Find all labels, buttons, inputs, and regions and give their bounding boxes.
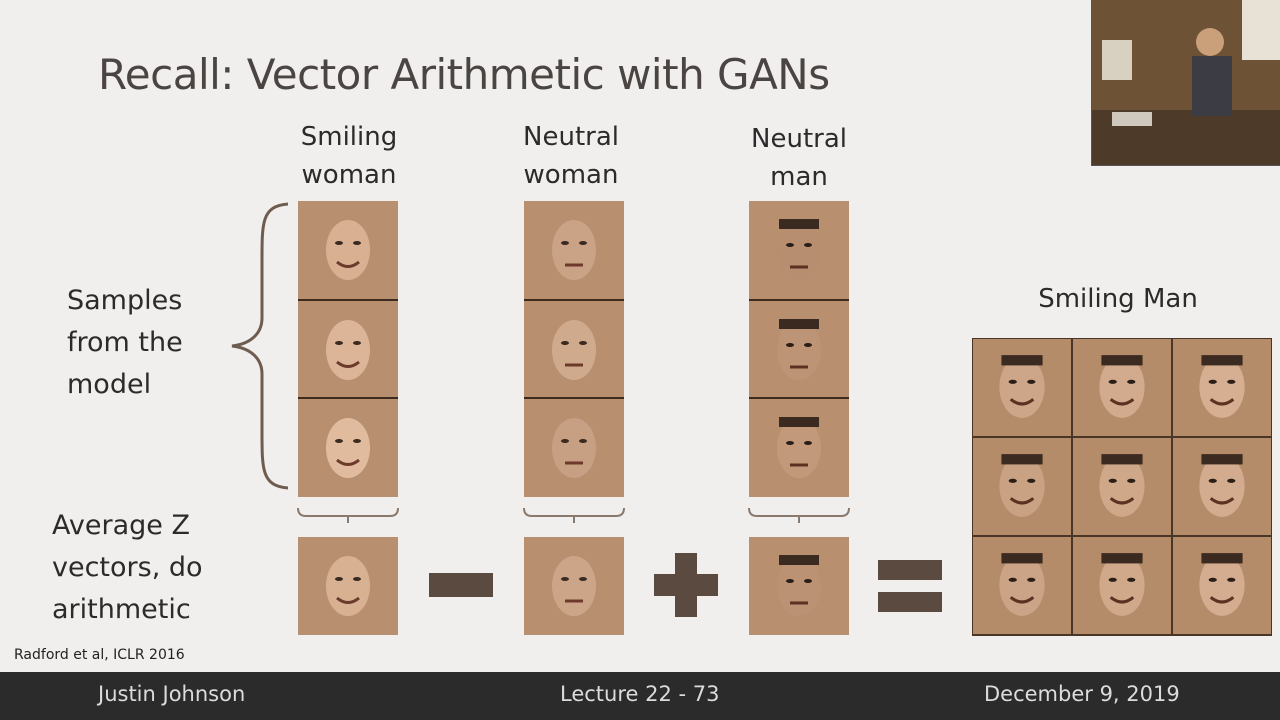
average-label-line: Average Z [52, 510, 190, 541]
column-label-line: man [770, 162, 828, 192]
column-label-line: woman [301, 160, 397, 190]
citation: Radford et al, ICLR 2016 [14, 647, 185, 663]
face-icon [326, 220, 370, 280]
neutral-man-samples [749, 201, 849, 497]
face-icon [552, 556, 596, 616]
average-label-line: arithmetic [52, 594, 191, 625]
smiling-woman-samples [298, 201, 398, 497]
face-icon [999, 355, 1045, 418]
small-bracket-icon [748, 507, 850, 523]
footer-lecture: Lecture 22 - 73 [560, 682, 720, 706]
face-icon [326, 320, 370, 380]
face-icon [999, 553, 1045, 616]
result-face-image [1073, 537, 1171, 634]
face-icon [326, 556, 370, 616]
curly-brace-icon [231, 202, 289, 490]
column-label-neutral-man: Neutral man [699, 120, 899, 196]
smiling-man-result-grid [972, 338, 1272, 636]
column-label-line: woman [523, 160, 619, 190]
footer-date: December 9, 2019 [984, 682, 1180, 706]
result-face-image [973, 438, 1071, 535]
face-sample-image [298, 397, 398, 497]
result-face-image [1173, 438, 1271, 535]
face-icon [1099, 553, 1145, 616]
result-face-image [973, 537, 1071, 634]
face-sample-image [749, 201, 849, 299]
face-sample-image [749, 299, 849, 399]
face-icon [777, 319, 821, 380]
average-label: Average Z vectors, do arithmetic [52, 505, 203, 631]
face-icon [1199, 553, 1245, 616]
average-neutral-woman-image [524, 537, 624, 635]
equals-icon [878, 560, 942, 612]
face-icon [777, 219, 821, 280]
face-icon [777, 555, 821, 616]
column-label-line: Neutral [523, 122, 619, 152]
average-label-line: vectors, do [52, 552, 203, 583]
face-sample-image [524, 397, 624, 497]
face-sample-image [749, 397, 849, 497]
samples-label-line: from the [67, 327, 183, 358]
result-label: Smiling Man [1038, 284, 1198, 314]
presenter-video-image [1092, 0, 1280, 165]
result-face-image [973, 339, 1071, 436]
face-icon [552, 320, 596, 380]
column-label-neutral-woman: Neutral woman [471, 118, 671, 194]
column-label-line: Neutral [751, 124, 847, 154]
face-icon [1199, 454, 1245, 517]
result-face-image [1173, 537, 1271, 634]
face-icon [999, 454, 1045, 517]
face-sample-image [524, 299, 624, 399]
average-smiling-woman-image [298, 537, 398, 635]
face-icon [1199, 355, 1245, 418]
slide-title: Recall: Vector Arithmetic with GANs [98, 50, 830, 99]
face-icon [1099, 454, 1145, 517]
slide: Recall: Vector Arithmetic with GANs Smil… [14, 0, 1280, 663]
footer-presenter: Justin Johnson [98, 682, 246, 706]
face-icon [1099, 355, 1145, 418]
result-face-image [1073, 438, 1171, 535]
footer-bar: Justin Johnson Lecture 22 - 73 December … [0, 672, 1280, 720]
face-icon [777, 417, 821, 478]
face-sample-image [298, 201, 398, 299]
face-icon [552, 418, 596, 478]
samples-label-line: model [67, 369, 152, 400]
samples-label-line: Samples [67, 285, 183, 316]
result-face-image [1073, 339, 1171, 436]
column-label-line: Smiling [300, 122, 398, 152]
minus-icon [429, 573, 493, 597]
face-icon [326, 418, 370, 478]
plus-icon [654, 553, 718, 617]
average-neutral-man-image [749, 537, 849, 635]
webcam-video [1091, 0, 1280, 166]
face-sample-image [298, 299, 398, 399]
neutral-woman-samples [524, 201, 624, 497]
face-icon [552, 220, 596, 280]
result-face-image [1173, 339, 1271, 436]
face-sample-image [524, 201, 624, 299]
samples-label: Samples from the model [67, 280, 183, 406]
small-bracket-icon [523, 507, 625, 523]
column-label-smiling-woman: Smiling woman [249, 118, 449, 194]
small-bracket-icon [297, 507, 399, 523]
